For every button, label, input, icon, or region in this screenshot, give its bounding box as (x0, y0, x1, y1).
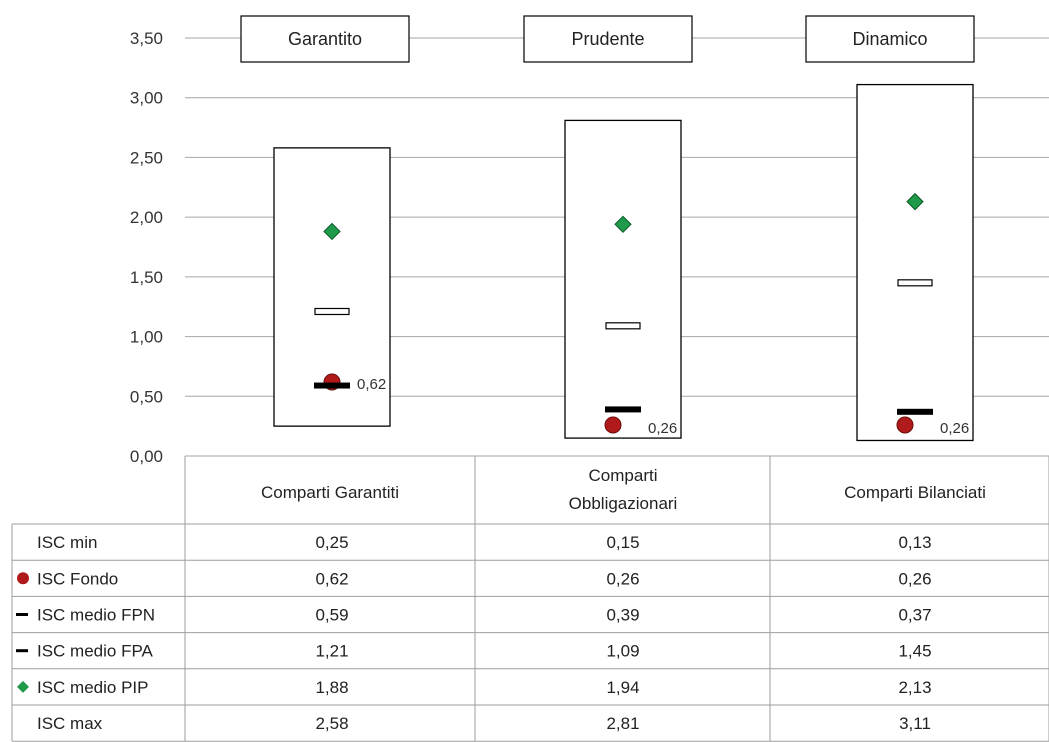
table-cell-isc-min-1: 0,15 (606, 533, 639, 552)
y-tick-label-3: 1,50 (130, 268, 163, 287)
table-cell-isc-fondo-2: 0,26 (898, 569, 931, 588)
table-header-comparti-bilanciati: Comparti Bilanciati (844, 483, 986, 502)
y-tick-label-4: 2,00 (130, 208, 163, 227)
category-title-dinamico: Dinamico (852, 29, 927, 49)
data-label-fondo-comparti-obbligazionari: 0,26 (648, 420, 677, 437)
table-cell-isc-max-1: 2,81 (606, 714, 639, 733)
y-tick-label-7: 3,50 (130, 29, 163, 48)
legend-icon-isc-medio-fpn (16, 613, 28, 616)
legend-icon-isc-medio-fpa (16, 649, 28, 653)
table-cell-isc-fondo-0: 0,62 (315, 569, 348, 588)
category-title-prudente: Prudente (571, 29, 644, 49)
data-table: Comparti Garantiti Comparti Obbligazionari… (11, 456, 1049, 742)
data-label-fondo-comparti-garantiti: 0,62 (357, 376, 386, 393)
table-cell-isc-medio-pip-1: 1,94 (606, 678, 639, 697)
range-box-comparti-obbligazionari (564, 119, 682, 439)
table-row-label-isc-fondo: ISC Fondo (37, 569, 118, 588)
title-box-garantito (240, 15, 410, 63)
title-box-dinamico (805, 15, 975, 63)
table-cell-isc-max-2: 3,11 (899, 714, 931, 733)
legend-icon-fondo (17, 572, 29, 585)
marker-pip-comparti-bilanciati (906, 192, 924, 211)
table-cell-isc-medio-pip-0: 1,88 (315, 678, 348, 697)
table-cell-isc-medio-fpa-1: 1,09 (606, 642, 639, 661)
marker-fondo-comparti-bilanciati (896, 416, 914, 434)
y-tick-label-5: 2,50 (130, 148, 163, 167)
marker-fpn-comparti-bilanciati (897, 408, 933, 415)
y-tick-label-2: 1,00 (130, 328, 163, 347)
table-cell-isc-min-0: 0,25 (315, 533, 348, 552)
marker-pip-comparti-obbligazionari (614, 215, 632, 234)
table-cell-isc-medio-pip-2: 2,13 (898, 678, 931, 697)
table-cell-isc-medio-fpa-2: 1,45 (898, 642, 931, 661)
marker-fondo-comparti-obbligazionari (604, 416, 622, 434)
y-tick-label-6: 3,00 (130, 89, 163, 108)
table-row-label-isc-medio-pip: ISC medio PIP (37, 678, 149, 697)
table-row-label-isc-max: ISC max (37, 714, 103, 733)
range-box-comparti-bilanciati (856, 83, 974, 442)
legend-icon-pip (17, 680, 29, 693)
marker-fpn-comparti-garantiti (314, 382, 350, 389)
marker-fpa-comparti-garantiti (314, 307, 350, 316)
category-title-garantito: Garantito (288, 29, 362, 49)
title-box-prudente (523, 15, 693, 63)
category-titles: Garantito Prudente Dinamico (240, 15, 975, 63)
table-cell-isc-max-0: 2,58 (315, 714, 348, 733)
table-cell-isc-medio-fpn-1: 0,39 (606, 606, 639, 625)
marker-fpn-comparti-obbligazionari (605, 406, 641, 413)
table-cell-isc-medio-fpn-2: 0,37 (898, 606, 931, 625)
table-cell-isc-medio-fpa-0: 1,21 (315, 642, 348, 661)
y-axis-ticks: 0,00 0,50 1,00 1,50 2,00 2,50 3,00 3,50 (130, 29, 163, 466)
markers: 0,62 0,26 0,26 (314, 192, 969, 437)
marker-fpa-comparti-bilanciati (897, 279, 933, 287)
marker-fpa-comparti-obbligazionari (605, 322, 641, 330)
table-row-label-isc-medio-fpn: ISC medio FPN (37, 606, 155, 625)
table-header-comparti-obbligazionari-line-1: Obbligazionari (569, 494, 678, 513)
table-row-label-isc-medio-fpa: ISC medio FPA (37, 642, 154, 661)
table-header-comparti-obbligazionari-line-0: Comparti (589, 466, 658, 485)
y-tick-label-0: 0,00 (130, 447, 163, 466)
table-header-comparti-garantiti: Comparti Garantiti (261, 483, 399, 502)
y-tick-label-1: 0,50 (130, 387, 163, 406)
table-cell-isc-fondo-1: 0,26 (606, 569, 639, 588)
data-label-fondo-comparti-bilanciati: 0,26 (940, 420, 969, 437)
marker-pip-comparti-garantiti (323, 222, 341, 241)
table-cell-isc-medio-fpn-0: 0,59 (315, 606, 348, 625)
table-cell-isc-min-2: 0,13 (898, 533, 931, 552)
table-row-label-isc-min: ISC min (37, 533, 97, 552)
